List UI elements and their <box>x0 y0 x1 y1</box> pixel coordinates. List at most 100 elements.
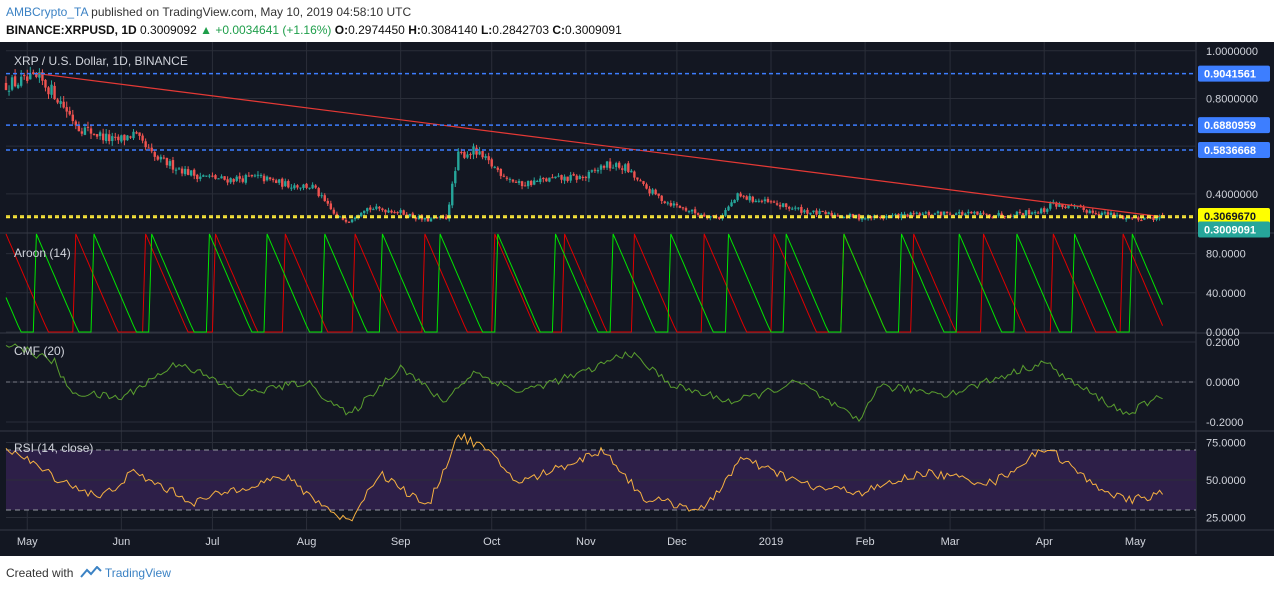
candle-body <box>800 206 803 213</box>
candle-body <box>614 163 618 167</box>
candle <box>1027 208 1031 216</box>
candle-body <box>359 212 363 217</box>
candle <box>350 219 354 224</box>
candle <box>150 143 153 154</box>
candle-body <box>196 174 199 179</box>
candle <box>50 80 53 98</box>
candle-body <box>326 200 329 204</box>
candle <box>369 205 372 213</box>
candle <box>274 178 278 184</box>
candle <box>62 96 65 109</box>
candle-body <box>23 75 26 77</box>
candle <box>10 74 14 92</box>
candle <box>287 179 290 189</box>
candle-body <box>970 211 973 214</box>
candle <box>393 210 396 214</box>
candle-body <box>396 212 399 214</box>
candle <box>927 210 931 218</box>
candle-body <box>496 167 499 170</box>
candle-body <box>493 166 496 168</box>
candle-body <box>566 176 569 181</box>
candle <box>144 138 147 151</box>
candle-body <box>89 128 93 134</box>
candle <box>857 213 861 222</box>
candle-body <box>235 176 238 181</box>
candle-body <box>818 210 821 215</box>
candle <box>593 167 597 173</box>
candle-body <box>997 212 1000 216</box>
candle <box>77 121 81 132</box>
candle-body <box>366 208 369 212</box>
candle <box>557 173 560 178</box>
candle-body <box>812 210 815 213</box>
candle <box>496 166 499 173</box>
candle <box>633 170 636 181</box>
candle <box>1021 212 1025 216</box>
candle-body <box>639 180 642 182</box>
candle-body <box>757 200 761 202</box>
candle-body <box>618 162 621 168</box>
candle <box>1039 207 1043 215</box>
candle <box>347 221 351 223</box>
candle-body <box>138 132 141 136</box>
candle <box>967 209 970 216</box>
candle-body <box>575 175 578 180</box>
candle <box>739 191 742 198</box>
candle-body <box>1109 212 1113 215</box>
candle-body <box>7 90 11 92</box>
candle <box>821 210 824 212</box>
candle-body <box>1143 217 1146 220</box>
candle <box>199 172 202 182</box>
candle-body <box>745 196 748 200</box>
candle-body <box>378 206 381 209</box>
candle <box>162 155 166 160</box>
author-link[interactable]: AMBCrypto_TA <box>6 5 88 19</box>
candle <box>924 210 928 215</box>
candle-body <box>539 178 542 182</box>
candle <box>730 199 733 207</box>
candle <box>250 174 254 178</box>
candle <box>885 214 888 220</box>
high-value: 0.3084140 <box>420 23 478 37</box>
candle-body <box>879 216 882 218</box>
candle-body <box>463 151 466 158</box>
candle-body <box>259 175 263 177</box>
candle <box>256 171 260 179</box>
candle-body <box>26 76 29 81</box>
candle-body <box>162 157 166 159</box>
candle <box>278 178 281 185</box>
time-axis-label: Oct <box>483 536 500 548</box>
candle-body <box>766 198 770 202</box>
candle <box>117 134 120 144</box>
tradingview-brand[interactable]: TradingView <box>104 566 171 580</box>
candle <box>678 205 682 209</box>
price-axis-label: 1.0000000 <box>1206 46 1258 58</box>
candle-body <box>74 121 78 126</box>
candle-body <box>381 208 384 211</box>
candle-body <box>581 176 584 178</box>
candle-body <box>915 212 918 214</box>
candle <box>205 175 208 177</box>
candle <box>1018 209 1022 215</box>
candle-body <box>262 175 266 182</box>
candle-body <box>666 202 669 204</box>
candle <box>751 195 754 204</box>
candle <box>803 208 806 215</box>
candle-body <box>308 187 311 189</box>
price-change: ▲ +0.0034641 (+1.16%) <box>200 23 332 37</box>
candle-body <box>1100 212 1104 216</box>
candle <box>827 211 830 215</box>
candle-body <box>894 214 897 216</box>
candle <box>241 175 244 184</box>
candle <box>529 179 533 187</box>
candle <box>472 143 475 160</box>
time-axis: May Jun Jul Aug Sep Oct Nov Dec 2019 Feb Mar Apr May <box>17 536 1146 548</box>
candle <box>1103 210 1107 216</box>
candle <box>214 174 217 180</box>
candle <box>366 207 369 214</box>
candle <box>1106 209 1110 216</box>
candle <box>104 129 108 144</box>
candle-body <box>32 72 35 75</box>
candle-body <box>699 214 703 216</box>
chart-area[interactable]: May Jun Jul Aug Sep Oct Nov Dec 2019 Feb Mar Apr May… <box>0 42 1274 556</box>
